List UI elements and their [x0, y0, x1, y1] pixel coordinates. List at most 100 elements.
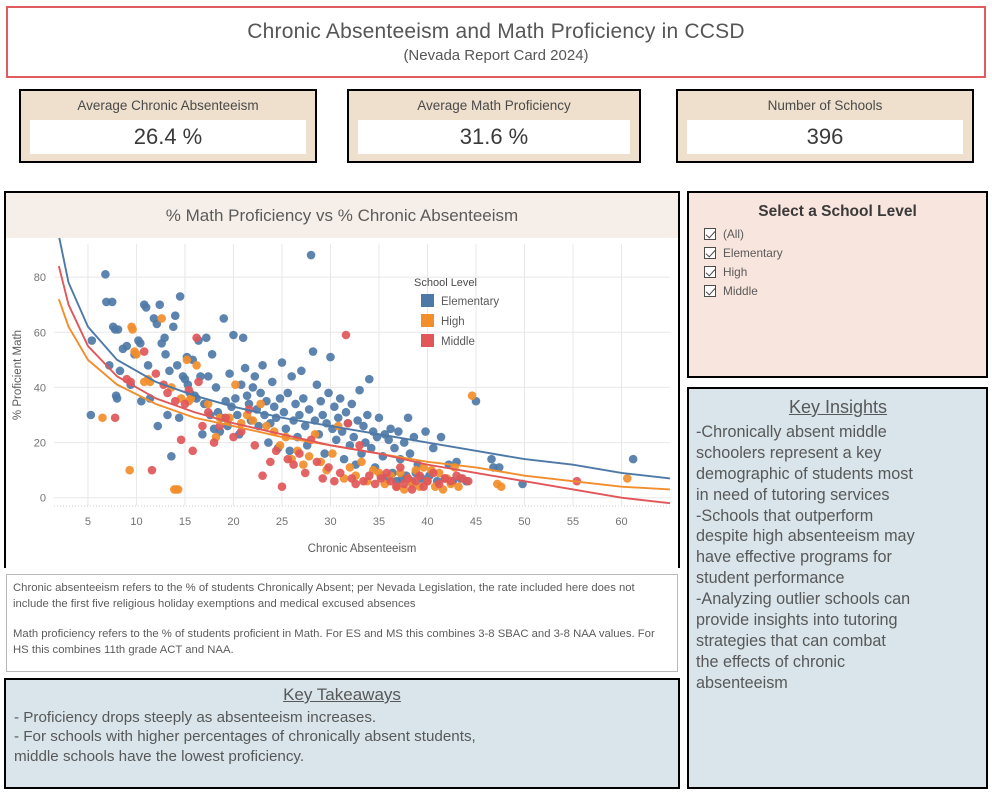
data-point — [176, 435, 186, 445]
data-point — [101, 270, 110, 279]
x-axis-tick-label: 20 — [227, 516, 239, 528]
key-insight-line: -Chronically absent middle — [696, 423, 887, 441]
data-point — [312, 380, 322, 389]
data-point — [161, 350, 170, 359]
x-axis-tick-label: 25 — [276, 516, 288, 528]
key-insight-line: strategies that can combat — [696, 631, 886, 650]
trend-line-high — [57, 298, 671, 491]
data-point — [165, 366, 174, 376]
scatter-plot-svg[interactable]: 0 20 40 60 80 5 10 15 20 25 30 35 40 45 50 55 60 Chronic … — [6, 238, 678, 568]
data-point — [421, 427, 430, 436]
data-point — [359, 421, 368, 431]
data-point — [419, 463, 428, 472]
data-point — [231, 394, 240, 403]
data-point — [415, 471, 425, 480]
data-point — [132, 350, 141, 359]
data-point — [341, 330, 351, 340]
data-point — [386, 476, 395, 486]
legend-swatch-high[interactable] — [421, 314, 434, 327]
x-axis-tick-label: 15 — [179, 516, 191, 528]
data-point — [155, 300, 165, 309]
key-insights-title: Key Insights — [788, 397, 888, 417]
data-point — [300, 468, 310, 478]
data-point — [463, 476, 473, 486]
key-insights-body: -Chronically absent middle schoolers repr… — [696, 422, 980, 694]
data-point — [454, 482, 463, 491]
data-point — [151, 369, 161, 378]
y-axis-tick-label: 0 — [40, 493, 46, 505]
legend-label-high[interactable]: High — [441, 316, 465, 328]
data-point — [198, 429, 207, 439]
data-point — [277, 358, 287, 367]
data-point — [304, 405, 314, 414]
data-point — [341, 407, 351, 417]
legend-swatch-middle[interactable] — [421, 334, 434, 347]
data-point — [446, 476, 456, 486]
data-point — [86, 410, 96, 420]
data-point — [316, 396, 326, 406]
plot-area[interactable]: 0 20 40 60 80 5 10 15 20 25 30 35 40 45 50 55 60 Chronic … — [6, 238, 678, 568]
dashboard-title-box: Chronic Absenteeism and Math Proficiency… — [6, 6, 986, 78]
scatter-chart-panel: % Math Proficiency vs % Chronic Absentee… — [4, 191, 680, 568]
checkbox-icon[interactable] — [704, 247, 716, 259]
filter-option-middle[interactable]: Middle — [704, 284, 974, 298]
data-point — [175, 292, 185, 301]
key-insight-line: -Analyzing outlier schools can — [696, 590, 911, 609]
filter-option-all[interactable]: (All) — [704, 227, 974, 241]
data-point — [238, 333, 248, 343]
data-point — [487, 454, 496, 464]
chart-footnotes: Chronic absenteeism refers to the % of s… — [6, 574, 678, 672]
data-point — [623, 474, 632, 483]
data-point — [353, 416, 362, 425]
data-point — [333, 413, 343, 423]
data-point — [312, 457, 322, 467]
legend-label-elementary[interactable]: Elementary — [441, 296, 499, 308]
data-point — [104, 361, 114, 370]
data-point — [256, 399, 265, 409]
data-point — [248, 416, 258, 425]
y-axis-tick-label: 20 — [34, 438, 46, 450]
filter-option-list[interactable]: (All) Elementary High Middle — [701, 227, 974, 298]
filter-option-label: Elementary — [723, 246, 783, 260]
checkbox-icon[interactable] — [704, 266, 716, 278]
filter-option-elementary[interactable]: Elementary — [704, 246, 974, 260]
data-point — [229, 432, 238, 442]
data-point — [429, 468, 438, 478]
data-point — [182, 355, 192, 365]
data-point — [345, 463, 355, 472]
data-point — [152, 319, 162, 329]
data-point — [240, 363, 250, 373]
y-axis-tick-label: 60 — [34, 327, 46, 339]
x-axis-tick-label: 35 — [373, 516, 385, 528]
data-point — [355, 441, 364, 450]
checkbox-icon[interactable] — [704, 285, 716, 297]
data-point — [390, 443, 399, 453]
data-point — [351, 479, 360, 489]
checkbox-icon[interactable] — [704, 228, 716, 240]
data-point — [403, 413, 413, 423]
key-insight-line: -Schools that outperform — [696, 506, 874, 525]
x-axis-tick-label: 60 — [615, 516, 627, 528]
data-point — [277, 482, 287, 491]
school-level-filter-panel[interactable]: Select a School Level (All) Elementary Hig… — [687, 191, 988, 378]
key-insight-line: provide insights into tutoring — [696, 611, 898, 630]
series-points-elementary — [86, 250, 638, 489]
x-axis-tick-label: 30 — [324, 516, 336, 528]
data-point — [225, 369, 234, 378]
data-point — [287, 372, 296, 381]
data-point — [363, 410, 372, 420]
data-point — [300, 421, 310, 431]
data-point — [396, 463, 405, 472]
legend-swatch-elementary[interactable] — [421, 294, 434, 307]
filter-option-high[interactable]: High — [704, 265, 974, 279]
y-axis-tick-label: 40 — [34, 382, 46, 394]
data-point — [258, 471, 267, 480]
legend-label-middle[interactable]: Middle — [441, 336, 475, 348]
data-point — [384, 435, 393, 445]
filter-title: Select a School Level — [758, 203, 917, 220]
data-point — [275, 394, 285, 403]
data-point — [153, 421, 163, 431]
key-takeaway-line: - Proficiency drops steeply as absenteei… — [14, 708, 377, 726]
data-point — [297, 366, 306, 376]
kpi-value: 396 — [806, 124, 844, 149]
